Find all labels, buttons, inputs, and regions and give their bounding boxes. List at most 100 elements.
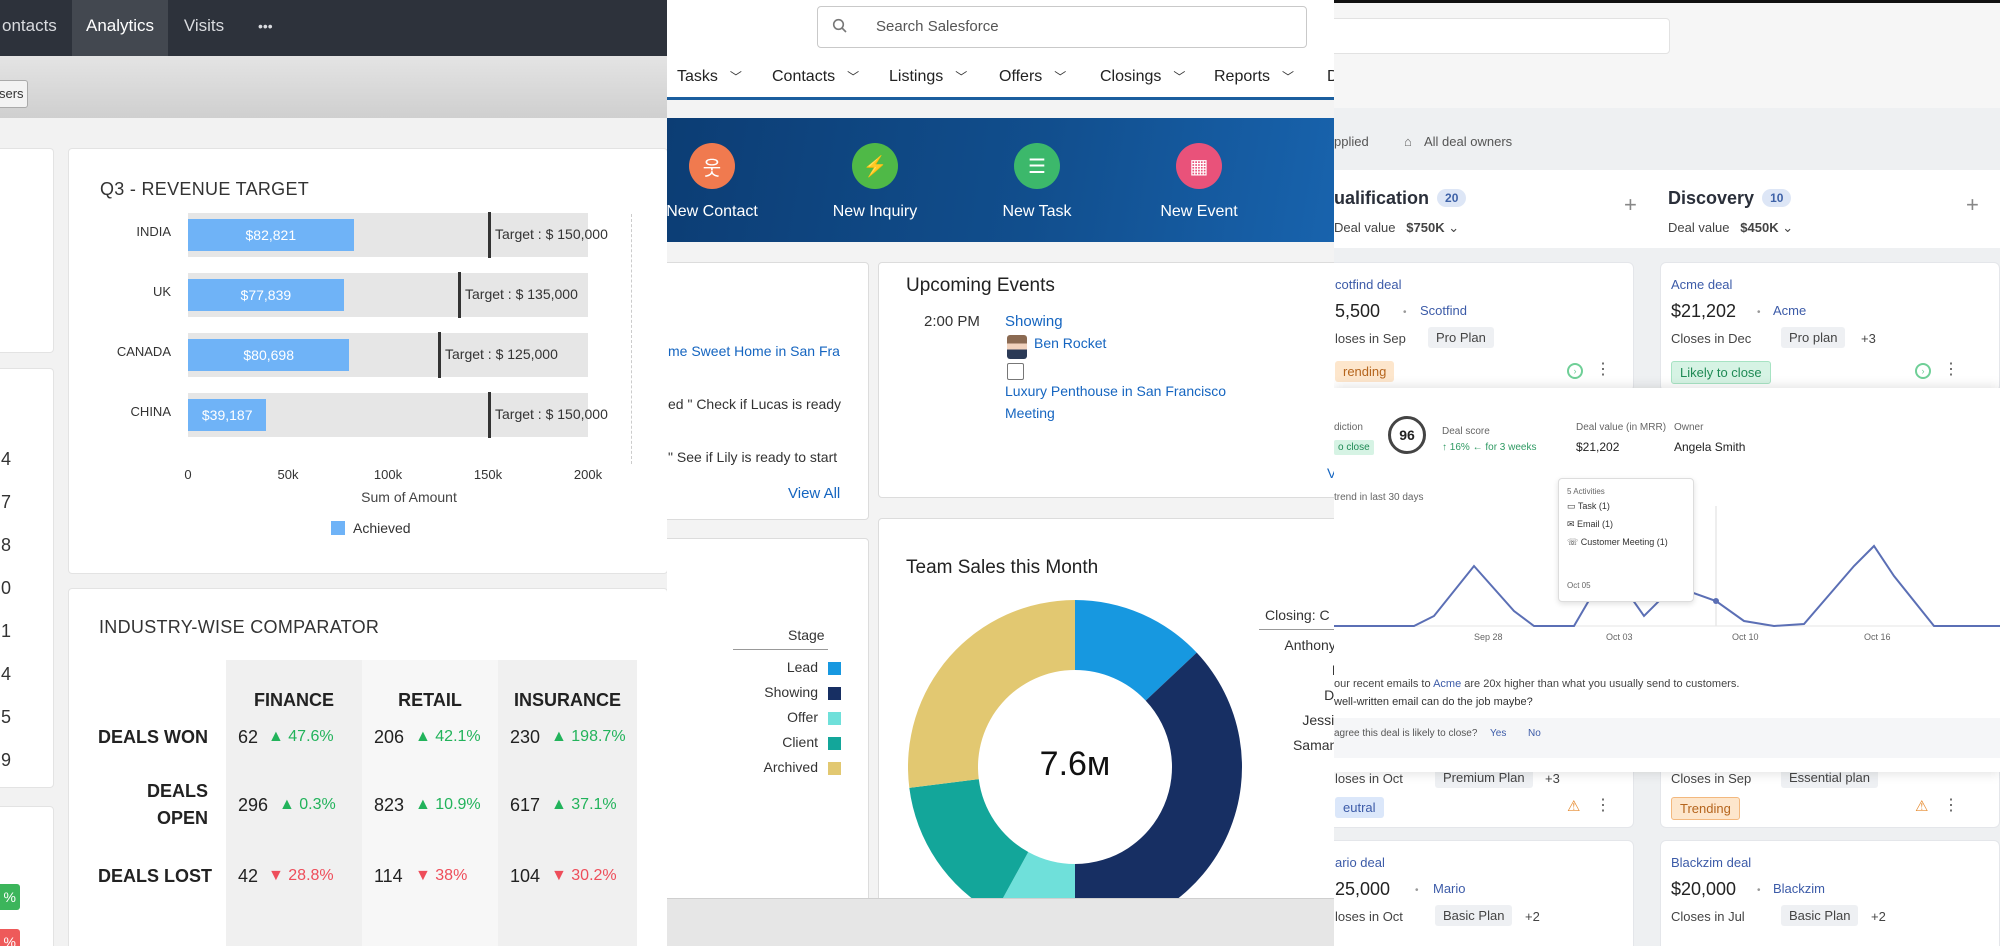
add-deal-icon[interactable]: +: [1966, 192, 1979, 217]
forward-icon[interactable]: ›: [1915, 363, 1931, 379]
cell-value: 617: [510, 795, 541, 815]
cell-value: 206: [374, 727, 405, 747]
deal-close: loses in Oct: [1335, 771, 1403, 786]
deal-name[interactable]: ario deal: [1335, 855, 1385, 870]
search-input[interactable]: Search Salesforce: [817, 6, 1307, 48]
event-place[interactable]: Luxury Penthouse in San Francisco: [1005, 383, 1227, 399]
deal-owners-filter[interactable]: All deal owners: [1424, 134, 1513, 149]
users-button[interactable]: sers: [0, 80, 28, 108]
nav-item-reports[interactable]: Reports ﹀: [1214, 68, 1294, 86]
nav-item-contacts[interactable]: Contacts ﹀: [772, 68, 859, 86]
more-icon[interactable]: ⋮: [1595, 361, 1611, 378]
more-icon[interactable]: •••: [258, 18, 273, 34]
avatar: [1007, 335, 1027, 359]
x-tick: 200k: [573, 467, 603, 482]
calendar-icon: ▦: [1176, 143, 1222, 189]
x-tick: Oct 10: [1732, 632, 1759, 642]
quick-action-new-task[interactable]: ☰ New Task: [972, 143, 1102, 221]
deal-close: Closes in Sep: [1671, 771, 1752, 786]
deal-card[interactable]: Acme deal $21,202 • Acme Closes in Dec P…: [1660, 262, 2000, 392]
kpi-badge: %: [0, 884, 20, 910]
deal-company[interactable]: Scotfind: [1420, 303, 1467, 318]
nav-label: Listings: [889, 68, 944, 85]
deal-plan: Premium Plan: [1435, 767, 1533, 788]
top-edge: [1334, 0, 2000, 3]
nav-item-d[interactable]: D: [1327, 68, 1334, 86]
feedback-yes[interactable]: Yes: [1490, 728, 1507, 739]
feedback-no[interactable]: No: [1528, 728, 1541, 739]
view-all-link[interactable]: View All: [788, 485, 841, 502]
target-marker: [438, 332, 441, 378]
bar-category: CHINA: [130, 404, 171, 419]
more-icon[interactable]: ⋮: [1943, 797, 1959, 814]
nav-contacts[interactable]: ontacts: [2, 16, 57, 35]
chevron-down-icon[interactable]: ﹀: [955, 70, 968, 84]
pipeline-search-input[interactable]: [1334, 18, 1670, 54]
feedback-question: agree this deal is likely to close?: [1334, 728, 1478, 739]
deal-name[interactable]: Acme deal: [1671, 277, 1733, 292]
more-icon[interactable]: ⋮: [1595, 797, 1611, 814]
legend-swatch: [828, 662, 841, 675]
trend-up-icon: ▲ 47.6%: [268, 728, 334, 745]
target-marker: [458, 272, 461, 318]
chevron-down-icon[interactable]: ﹀: [847, 70, 860, 84]
quick-action-se[interactable]: Se: [1295, 143, 1334, 221]
chevron-down-icon[interactable]: ﹀: [729, 70, 742, 84]
nav-item-tasks[interactable]: Tasks ﹀: [677, 68, 742, 86]
nav-item-listings[interactable]: Listings ﹀: [889, 68, 967, 86]
x-tick: 0: [184, 467, 192, 482]
quick-action-new-contact[interactable]: 웃 New Contact: [667, 143, 777, 221]
chevron-down-icon[interactable]: ﹀: [1173, 70, 1186, 84]
bank-icon: ⌂: [1404, 134, 1412, 149]
task-item-1[interactable]: me Sweet Home in San Fra: [668, 343, 840, 359]
event-person[interactable]: Ben Rocket: [1034, 335, 1107, 351]
nav-label: Contacts: [772, 68, 836, 85]
quick-action-label: New Inquiry: [832, 203, 918, 220]
legend-label: Achieved: [353, 520, 411, 536]
deal-amount: $21,202: [1671, 301, 1737, 321]
deal-card[interactable]: Blackzim deal $20,000 • Blackzim Closes …: [1660, 840, 2000, 946]
stage-discovery-name: Discovery 10: [1668, 188, 1792, 209]
deal-name[interactable]: Blackzim deal: [1671, 855, 1752, 870]
quick-action-new-inquiry[interactable]: ⚡ New Inquiry: [810, 143, 940, 221]
deal-name[interactable]: cotfind deal: [1335, 277, 1402, 292]
more-icon[interactable]: ⋮: [1943, 361, 1959, 378]
stage-qualification-value: Deal value $750K ⌄: [1334, 220, 1460, 235]
deal-company[interactable]: Mario: [1433, 881, 1466, 896]
nav-visits[interactable]: Visits: [183, 16, 225, 35]
x-tick: Sep 28: [1474, 632, 1503, 642]
event-checkbox[interactable]: [1007, 363, 1024, 380]
deal-card[interactable]: ario deal 25,000 • Mario loses in Oct Ba…: [1334, 840, 1634, 946]
closing-name: Anthony E: [1284, 637, 1334, 653]
chart-border: [631, 214, 632, 464]
chevron-down-icon[interactable]: ﹀: [1282, 70, 1295, 84]
filters-applied[interactable]: pplied: [1334, 134, 1369, 149]
nav-analytics[interactable]: Analytics: [72, 0, 168, 56]
donut-slice-client[interactable]: [909, 779, 1029, 914]
stage-discovery-value: Deal value $450K ⌄: [1668, 220, 1794, 235]
deal-value: $21,202: [1576, 440, 1620, 454]
deal-company[interactable]: Acme: [1773, 303, 1807, 318]
nav-item-offers[interactable]: Offers ﹀: [999, 68, 1066, 86]
donut-slice-showing[interactable]: [1075, 652, 1242, 934]
value-label: Deal value (in MRR): [1576, 422, 1667, 433]
events-title: Upcoming Events: [906, 275, 1055, 296]
bar-achieved: $82,821: [188, 219, 354, 251]
salesforce-panel: Search Salesforce Tasks ﹀ Contacts ﹀ Listing…: [667, 0, 1334, 946]
deal-company[interactable]: Blackzim: [1773, 881, 1826, 896]
donut-slice-lead[interactable]: [1075, 600, 1197, 701]
event-name[interactable]: Showing: [1005, 313, 1063, 330]
quick-action-new-event[interactable]: ▦ New Event: [1134, 143, 1264, 221]
target-label: Target : $ 150,000: [495, 406, 608, 422]
chevron-down-icon[interactable]: ﹀: [1054, 70, 1067, 84]
add-deal-icon[interactable]: +: [1624, 192, 1637, 217]
legend-item-label: Archived: [763, 759, 818, 775]
donut-slice-archived[interactable]: [908, 600, 1075, 788]
deal-card[interactable]: cotfind deal 5,500 • Scotfind loses in S…: [1334, 262, 1634, 392]
forward-icon[interactable]: ›: [1567, 363, 1583, 379]
event-time: 2:00 PM: [924, 313, 980, 330]
trend-label: trend in last 30 days: [1334, 492, 1424, 503]
nav-item-closings[interactable]: Closings ﹀: [1100, 68, 1185, 86]
events-more-link[interactable]: V: [1327, 465, 1334, 481]
stage-qualification: ualification 20 Deal value $750K ⌄ +: [1334, 170, 1664, 248]
